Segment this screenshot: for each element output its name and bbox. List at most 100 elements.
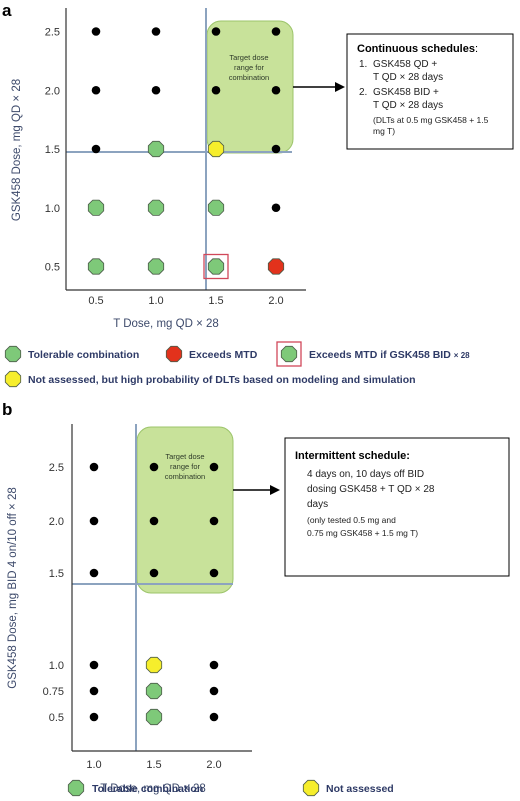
panel-a-callout-note-line-1: (DLTs at 0.5 mg GSK458 + 1.5 xyxy=(373,115,489,125)
legend-a-exceeds-bid-icon xyxy=(280,345,298,363)
panel-b-point-dot xyxy=(209,660,219,670)
panel-b-callout-arrow-head xyxy=(270,485,280,495)
panel-b-x-tick-label: 2.0 xyxy=(206,759,221,771)
panel-a-callout-title: Continuous schedules: xyxy=(357,43,478,55)
panel-a-point-tolerable xyxy=(207,199,225,216)
legend-a-not-assessed-icon xyxy=(4,370,22,388)
panel-a-point-tolerable xyxy=(207,258,225,275)
panel-a-x-tick-label: 2.0 xyxy=(268,295,283,307)
panel-a-y-axis-label: GSK458 Dose, mg QD × 28 xyxy=(11,79,23,221)
panel-b-y-axis-label: GSK458 Dose, mg BID 4 on/10 off × 28 xyxy=(7,487,19,688)
panel-b-point-dot xyxy=(149,516,159,526)
panel-a-point-exceeds xyxy=(267,258,285,275)
panel-a-point-highlight-box xyxy=(203,253,229,280)
panel-a-x-tick-label: 1.0 xyxy=(148,295,163,307)
panel-a-point-tolerable xyxy=(147,140,165,158)
panel-b-target-label-line-2: range for xyxy=(170,462,201,471)
panel-b-y-tick-label: 2.0 xyxy=(49,516,64,528)
panel-a-point-dot xyxy=(211,85,221,95)
legend-a-exceeds-label: Exceeds MTD xyxy=(189,349,258,361)
panel-b-callout-line-3: days xyxy=(307,499,328,510)
panel-a-x-axis-label: T Dose, mg QD × 28 xyxy=(113,318,219,330)
panel-b-point-dot xyxy=(149,462,159,472)
panel-a-point-tolerable xyxy=(147,199,165,216)
panel-b-y-tick-label: 0.5 xyxy=(49,712,64,724)
panel-b-letter: b xyxy=(2,400,12,419)
legend-a-highlight-box xyxy=(276,341,302,367)
legend-a-not-assessed-label: Not assessed, but high probability of DL… xyxy=(28,374,416,386)
panel-a-callout-item-2-num: 2. xyxy=(359,87,367,98)
panel-b-y-tick-label: 2.5 xyxy=(49,462,64,474)
panel-b-point-dot xyxy=(209,686,219,696)
panel-a-point-dot xyxy=(151,85,161,95)
panel-b-target-label-line-3: combination xyxy=(165,472,205,481)
legend-b-not-assessed-icon xyxy=(302,779,320,797)
panel-b-point-tolerable xyxy=(145,682,163,700)
panel-b-callout-box xyxy=(284,437,510,577)
panel-a-letter: a xyxy=(2,1,12,20)
panel-a-point-dot xyxy=(91,27,101,36)
panel-b-y-tick-label: 1.5 xyxy=(49,568,64,580)
panel-b-callout-note-line-1: (only tested 0.5 mg and xyxy=(307,515,396,525)
panel-a-point-dot xyxy=(151,27,161,36)
legend-b-marker-not-assessed xyxy=(302,779,320,797)
panel-b-legend: Tolerable combination Not assessed xyxy=(67,779,394,797)
legend-a-marker-exceeds xyxy=(165,345,183,363)
panel-b-y-tick-label: 1.0 xyxy=(49,660,64,672)
panel-a-x-tick-label: 1.5 xyxy=(208,295,223,307)
legend-b-tolerable-icon xyxy=(67,779,85,797)
panel-a-callout-item-1-line-1: GSK458 QD + xyxy=(373,59,437,70)
legend-a-marker-exceeds-bid xyxy=(280,345,298,363)
panel-b-point-dot xyxy=(209,516,219,526)
panel-b-point-dot xyxy=(89,660,99,670)
panel-a-point-dot xyxy=(271,85,281,95)
legend-a-tolerable-label: Tolerable combination xyxy=(28,349,139,361)
panel-b-point-dot xyxy=(89,516,99,526)
panel-a-callout-item-1-num: 1. xyxy=(359,59,367,70)
panel-b-point-dot xyxy=(209,712,219,722)
panel-a-target-label-line-1: Target dose xyxy=(229,53,268,62)
panel-b-point-dot xyxy=(209,462,219,472)
legend-a-exceeds-icon xyxy=(165,345,183,363)
panel-a-point-dot xyxy=(271,203,281,213)
panel-a-target-label-line-3: combination xyxy=(229,73,269,82)
legend-a-exceeds-bid-label: Exceeds MTD if GSK458 BID × 28 xyxy=(309,349,470,361)
panel-b-point-dot xyxy=(89,712,99,722)
legend-a-tolerable-icon xyxy=(4,345,22,363)
panel-a-callout-arrow-head xyxy=(335,82,345,92)
panel-b-x-axis-label: T Dose, mg QD × 28 xyxy=(100,783,206,795)
legend-b-not-assessed-label: Not assessed xyxy=(326,783,394,795)
panel-b-point-dot xyxy=(209,568,219,578)
panel-a-point-dot xyxy=(211,27,221,36)
panel-b-callout-note-line-2: 0.75 mg GSK458 + 1.5 mg T) xyxy=(307,528,418,538)
panel-b-point-not_assessed xyxy=(145,656,163,674)
panel-b-target-label-line-1: Target dose xyxy=(165,452,204,461)
panel-b-point-dot xyxy=(89,686,99,696)
legend-a-marker-not-assessed xyxy=(4,370,22,388)
panel-a-callout-note-line-2: mg T) xyxy=(373,126,395,136)
panel-b-x-tick-label: 1.5 xyxy=(146,759,161,771)
panel-a-y-tick-label: 1.0 xyxy=(45,203,60,215)
panel-a-point-tolerable xyxy=(87,199,105,216)
panel-a-y-tick-label: 1.5 xyxy=(45,144,60,156)
panel-b-point-dot xyxy=(89,462,99,472)
panel-b-y-tick-label: 0.75 xyxy=(43,686,64,698)
panel-a-point-dot xyxy=(91,85,101,95)
panel-a-y-tick-label: 0.5 xyxy=(45,262,60,274)
panel-a-point-dot xyxy=(271,144,281,154)
panel-a-callout-item-2-line-2: T QD × 28 days xyxy=(373,100,443,111)
panel-a-point-tolerable xyxy=(87,258,105,275)
panel-a-callout-item-2-line-1: GSK458 BID + xyxy=(373,87,439,98)
panel-a-point-tolerable xyxy=(147,258,165,275)
panel-a-x-tick-label: 0.5 xyxy=(88,295,103,307)
panel-a-target-region xyxy=(206,20,294,154)
panel-a-callout-box xyxy=(346,33,514,150)
panel-b-callout-title: Intermittent schedule: xyxy=(295,450,410,462)
panel-b-point-tolerable xyxy=(145,708,163,726)
panel-a: a Target dose range for combination 0.5 1… xyxy=(2,1,514,330)
legend-b-tolerable-label: Tolerable combination xyxy=(92,783,203,795)
legend-b-marker-tolerable xyxy=(67,779,85,797)
panel-b-point-dot xyxy=(89,568,99,578)
panel-b: b Target dose range for combination 0.5 0… xyxy=(2,400,510,795)
